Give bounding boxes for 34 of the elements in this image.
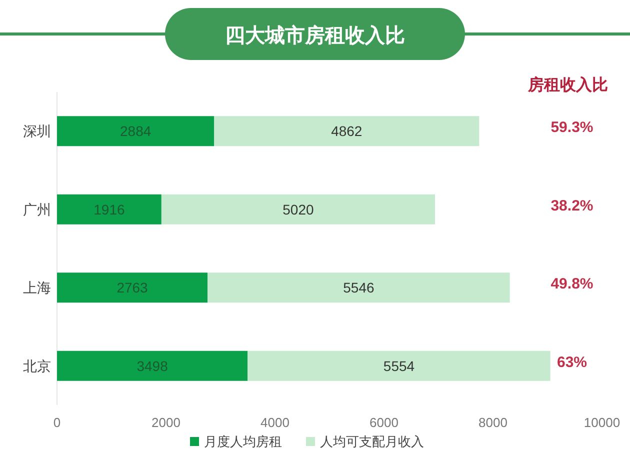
data-label: 5546 — [343, 280, 374, 296]
y-tick-label: 深圳 — [23, 123, 51, 140]
data-label: 2884 — [120, 123, 152, 140]
annotation: 49.8% — [550, 276, 594, 293]
annotation: 59.3% — [550, 119, 594, 136]
chart-title: 四大城市房租收入比 — [225, 24, 405, 47]
data-label: 4862 — [331, 123, 362, 140]
legend-label: 人均可支配月收入 — [320, 434, 424, 449]
data-label: 3498 — [136, 358, 168, 374]
annotation: 63% — [556, 354, 588, 371]
x-tick-label: 2000 — [152, 415, 180, 430]
bar — [57, 272, 208, 303]
annotation: 房租收入比 — [527, 75, 608, 94]
bar — [57, 350, 248, 381]
data-label: 5020 — [282, 201, 314, 218]
data-label: 2763 — [116, 280, 148, 296]
bar — [57, 194, 162, 224]
x-tick-label: 10000 — [584, 415, 620, 430]
bar — [214, 116, 480, 146]
bar — [208, 272, 510, 303]
x-tick-label: 4000 — [260, 415, 290, 430]
y-tick-label: 北京 — [23, 358, 51, 374]
x-tick-label: 0 — [53, 415, 61, 430]
x-tick-label: 6000 — [370, 415, 398, 430]
y-tick-label: 上海 — [23, 280, 51, 296]
legend-label: 月度人均房租 — [204, 434, 282, 449]
bar — [248, 350, 550, 381]
bar — [161, 194, 436, 224]
data-label: 5554 — [383, 358, 415, 374]
data-label: 1916 — [94, 201, 125, 218]
x-tick-label: 8000 — [478, 415, 508, 430]
annotation: 38.2% — [550, 197, 594, 214]
y-tick-label: 广州 — [23, 201, 51, 218]
bar — [57, 116, 214, 146]
